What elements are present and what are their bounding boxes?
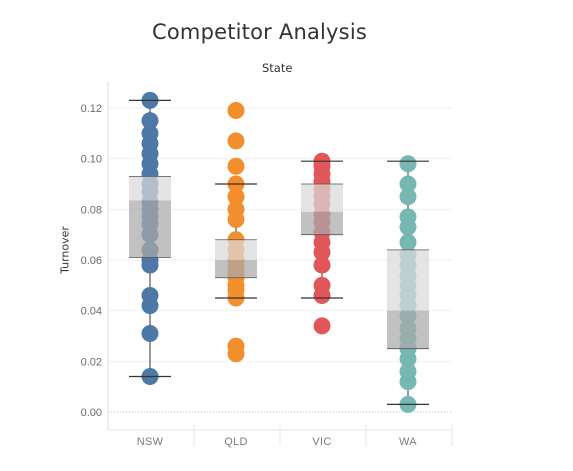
y-tick-label: 0.08 (81, 204, 102, 216)
box-lower (387, 310, 429, 349)
box-upper (301, 184, 343, 212)
box-upper (215, 239, 257, 260)
data-point (313, 243, 331, 261)
data-point (141, 256, 159, 274)
x-category-label: NSW (137, 436, 164, 448)
data-point (313, 286, 331, 304)
x-category-label: QLD (224, 436, 248, 448)
box-lower (301, 211, 343, 235)
data-point (399, 218, 417, 236)
box-lower (129, 200, 171, 258)
data-point (313, 256, 331, 274)
y-tick-label: 0.12 (81, 103, 102, 115)
x-category-label: WA (399, 436, 417, 448)
data-point (399, 350, 417, 368)
x-category-label: VIC (312, 436, 331, 448)
box-upper (129, 176, 171, 201)
data-point (141, 297, 159, 315)
y-tick-label: 0.10 (81, 154, 102, 166)
data-point (141, 324, 159, 342)
data-point (227, 157, 245, 175)
data-point (399, 175, 417, 193)
data-point (227, 132, 245, 150)
y-tick-label: 0.04 (81, 306, 102, 318)
data-point (227, 188, 245, 206)
data-point (399, 233, 417, 251)
box-lower (215, 260, 257, 278)
data-point (227, 210, 245, 228)
y-tick-label: 0.00 (81, 407, 102, 419)
data-point (313, 317, 331, 335)
data-point (399, 188, 417, 206)
y-tick-label: 0.02 (81, 356, 102, 368)
box-upper (387, 249, 429, 311)
y-tick-label: 0.06 (81, 255, 102, 267)
data-point (141, 112, 159, 130)
column-header-state: State (262, 61, 293, 75)
data-point (399, 155, 417, 173)
data-point (399, 373, 417, 391)
data-point (227, 102, 245, 120)
data-point (227, 345, 245, 363)
chart-title: Competitor Analysis (152, 20, 367, 44)
